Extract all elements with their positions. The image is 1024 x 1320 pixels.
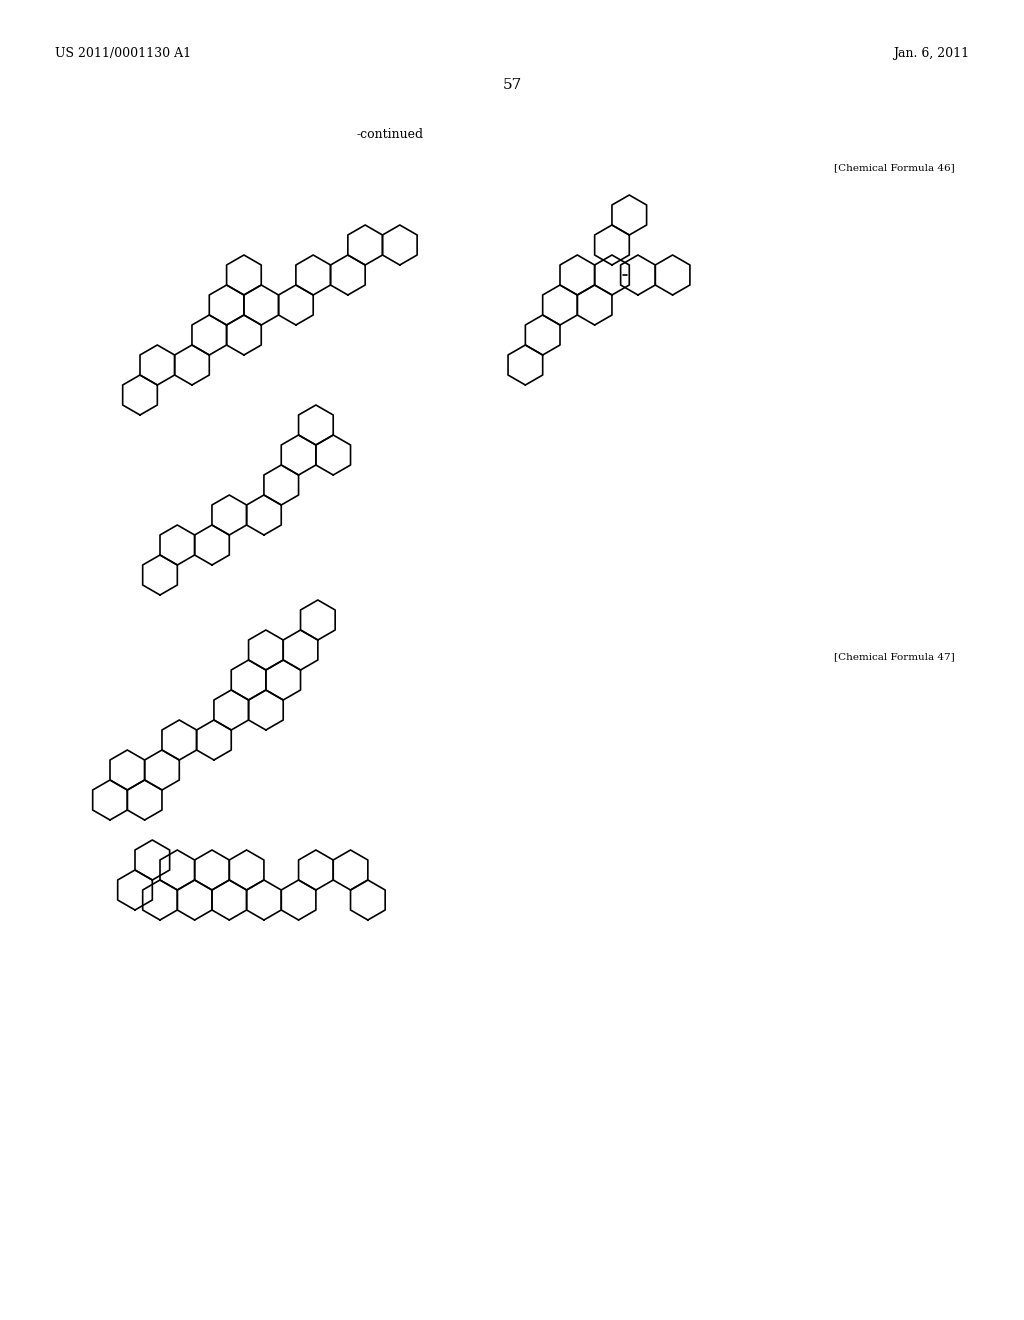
Text: US 2011/0001130 A1: US 2011/0001130 A1 — [55, 48, 191, 59]
Text: -continued: -continued — [356, 128, 424, 141]
Text: [Chemical Formula 47]: [Chemical Formula 47] — [835, 652, 955, 661]
Text: [Chemical Formula 46]: [Chemical Formula 46] — [835, 162, 955, 172]
Text: 57: 57 — [503, 78, 521, 92]
Text: Jan. 6, 2011: Jan. 6, 2011 — [893, 48, 969, 59]
